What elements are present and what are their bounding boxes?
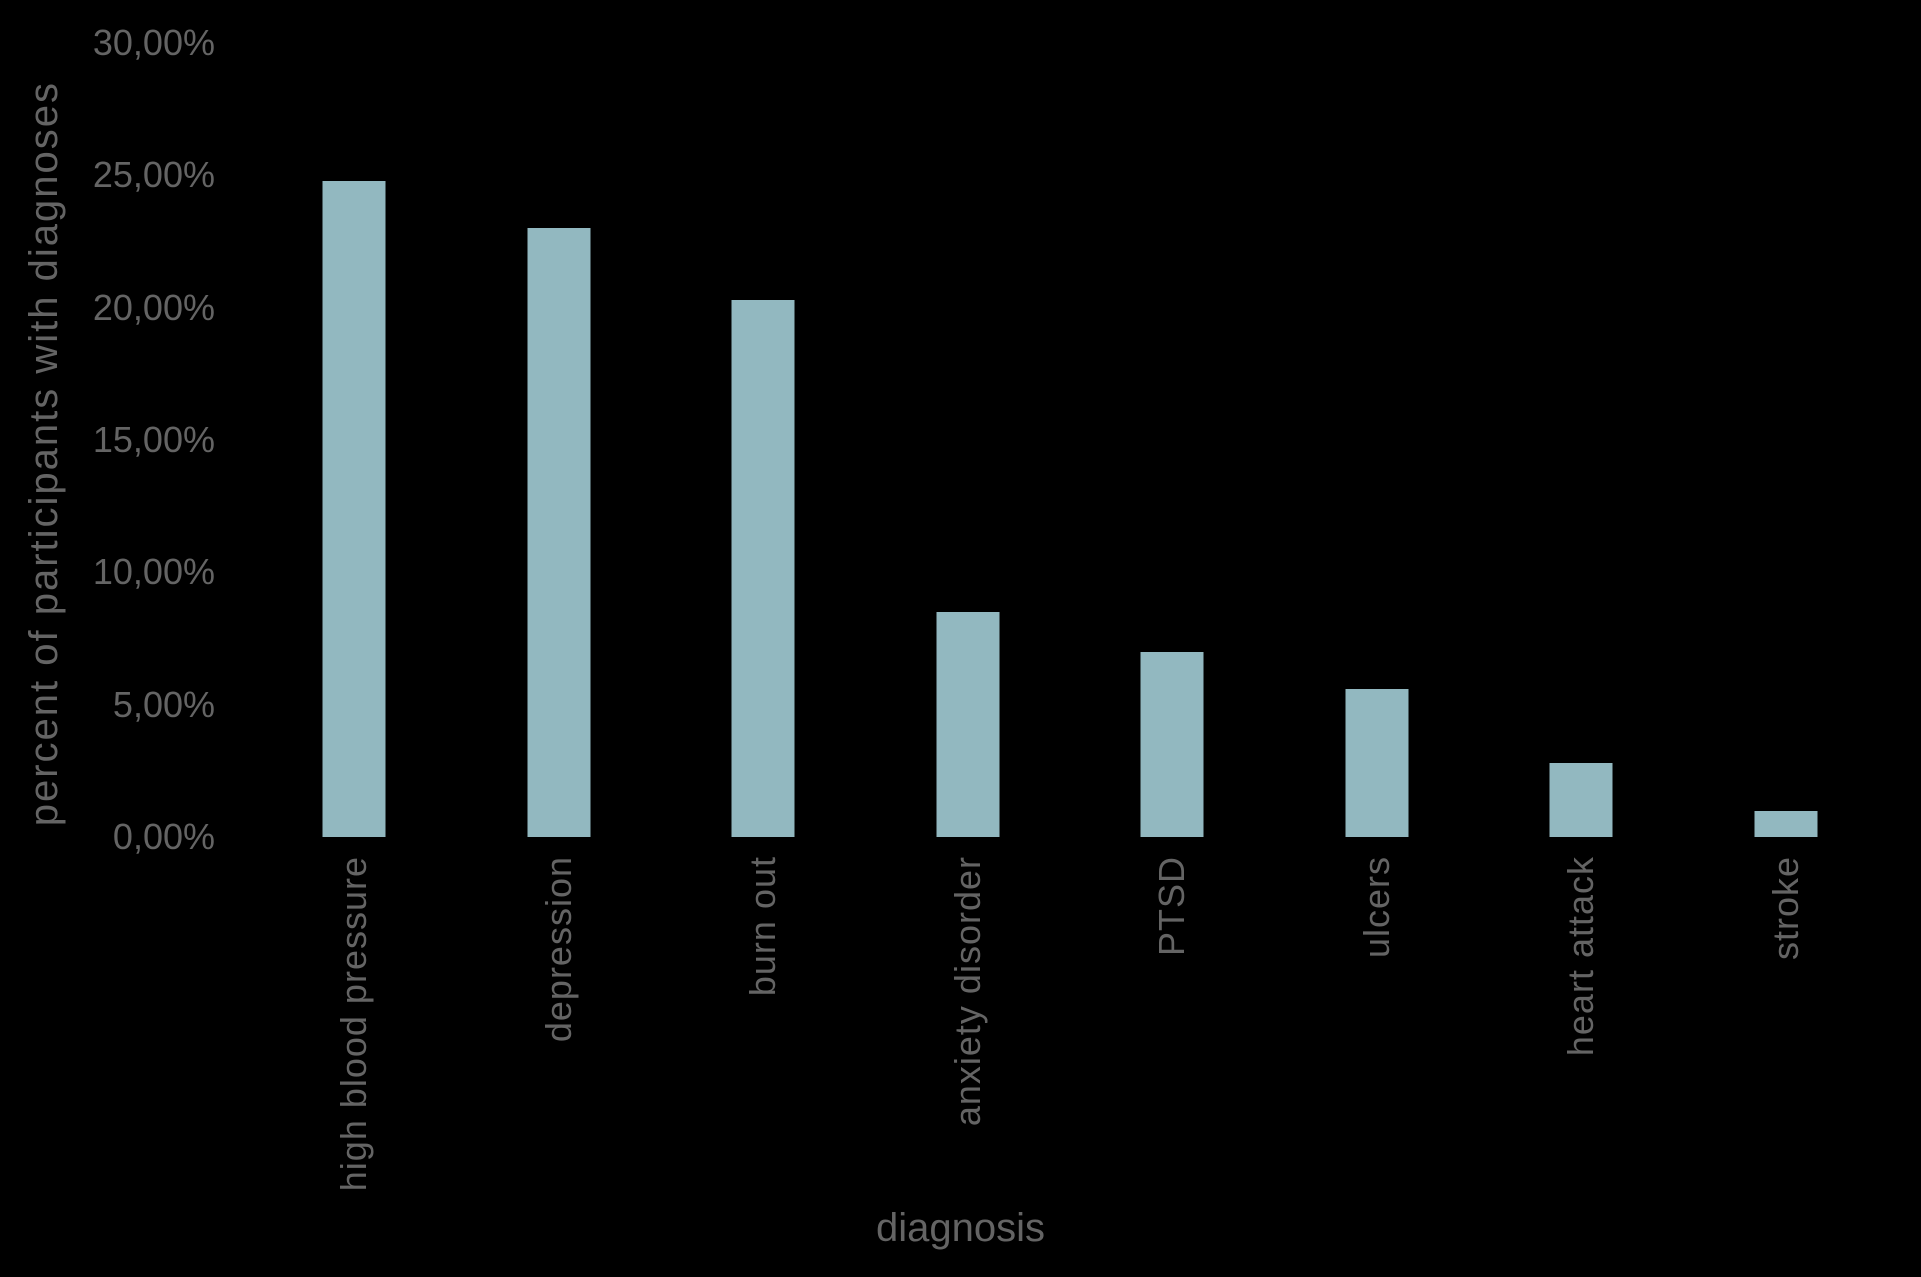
category-cell (661, 43, 866, 837)
category-cell (252, 43, 457, 837)
category-cell (1275, 43, 1480, 837)
x-axis-label: ulcers (1355, 856, 1397, 959)
y-tick-label: 30,00% (92, 22, 215, 63)
bar-high-blood-pressure (322, 181, 386, 837)
x-axis-label: PTSD (1151, 856, 1193, 957)
category-cell (1070, 43, 1275, 837)
category-cell (1479, 43, 1684, 837)
y-tick-label: 10,00% (92, 551, 215, 593)
bar-burn-out (731, 300, 795, 837)
y-tick-label: 5,00% (112, 683, 215, 725)
y-tick-label: 15,00% (92, 419, 215, 460)
category-cell (1684, 43, 1889, 837)
bar-depression (527, 228, 591, 837)
x-axis-title: diagnosis (875, 1206, 1045, 1250)
y-tick-label: 20,00% (92, 286, 215, 328)
x-axis-label: heart attack (1560, 856, 1602, 1057)
bar-stroke (1754, 811, 1818, 837)
y-tick-label: 25,00% (92, 154, 215, 196)
x-axis-label: high blood pressure (333, 856, 375, 1192)
y-axis-tick-labels: 0,00% 5,00% 10,00% 15,00% 20,00% 25,00% 30,00% (0, 0, 215, 1277)
category-cell (457, 43, 662, 837)
x-axis-label: burn out (742, 856, 784, 997)
x-axis-label: depression (537, 856, 579, 1043)
plot-area (252, 43, 1888, 837)
x-axis-label: anxiety disorder (946, 856, 988, 1127)
bar-anxiety-disorder (936, 612, 1000, 837)
y-tick-label: 0,00% (112, 816, 215, 857)
bar-ptsd (1140, 652, 1204, 837)
x-axis-label: stroke (1764, 856, 1806, 961)
category-cell (866, 43, 1071, 837)
bar-heart-attack (1549, 763, 1613, 837)
bar-ulcers (1345, 689, 1409, 837)
